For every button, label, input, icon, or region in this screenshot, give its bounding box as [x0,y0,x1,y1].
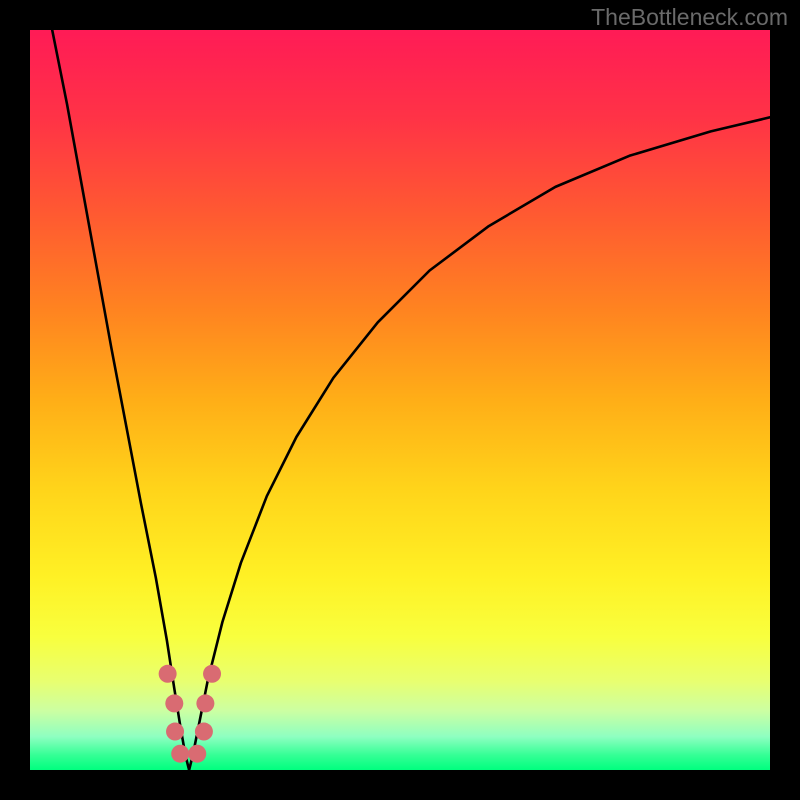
highlight-marker [196,694,214,712]
highlight-marker [165,694,183,712]
bottleneck-chart [0,0,800,800]
highlight-marker [195,723,213,741]
highlight-marker [203,665,221,683]
plot-background-gradient [30,30,770,770]
chart-container: TheBottleneck.com [0,0,800,800]
watermark-text: TheBottleneck.com [591,4,788,31]
highlight-marker [171,745,189,763]
highlight-marker [159,665,177,683]
highlight-marker [188,745,206,763]
highlight-marker [166,723,184,741]
